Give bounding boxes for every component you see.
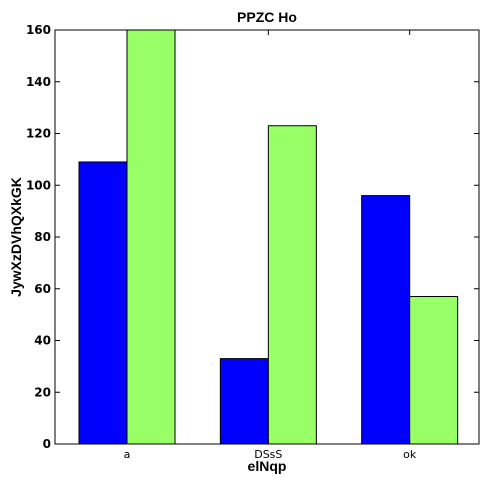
bar-series2-DSsS: [267, 125, 317, 445]
y-axis-ticks: 0 20 40 60 80 100 120 140 160: [26, 23, 479, 451]
y-axis-label: JywXzDVhQXkGK: [8, 177, 24, 297]
x-tick-label-a: a: [124, 448, 131, 461]
x-tick-label-ok: ok: [403, 448, 417, 461]
y-tick-label: 80: [34, 230, 51, 244]
y-tick-label: 0: [43, 437, 51, 451]
y-tick-label: 120: [26, 127, 51, 141]
bar-series2-a: [126, 29, 176, 445]
y-tick-label: 60: [34, 282, 51, 296]
x-tick-label-DSsS: DSsS: [254, 448, 282, 461]
y-tick-label: 40: [34, 334, 51, 348]
y-tick-label: 160: [26, 23, 51, 37]
bar-series1-DSsS: [219, 358, 269, 445]
bar-series1-a: [78, 161, 128, 445]
bar-series1-ok: [361, 195, 411, 445]
y-tick-label: 140: [26, 75, 51, 89]
y-tick-label: 20: [34, 385, 51, 399]
y-tick-label: 100: [26, 178, 51, 192]
bar-series2-ok: [409, 296, 459, 445]
x-axis-label: elNqp: [248, 458, 287, 474]
bars-group: [78, 29, 459, 445]
x-axis-ticks: a DSsS ok: [124, 30, 417, 461]
chart-title: PPZC Ho: [237, 9, 297, 25]
